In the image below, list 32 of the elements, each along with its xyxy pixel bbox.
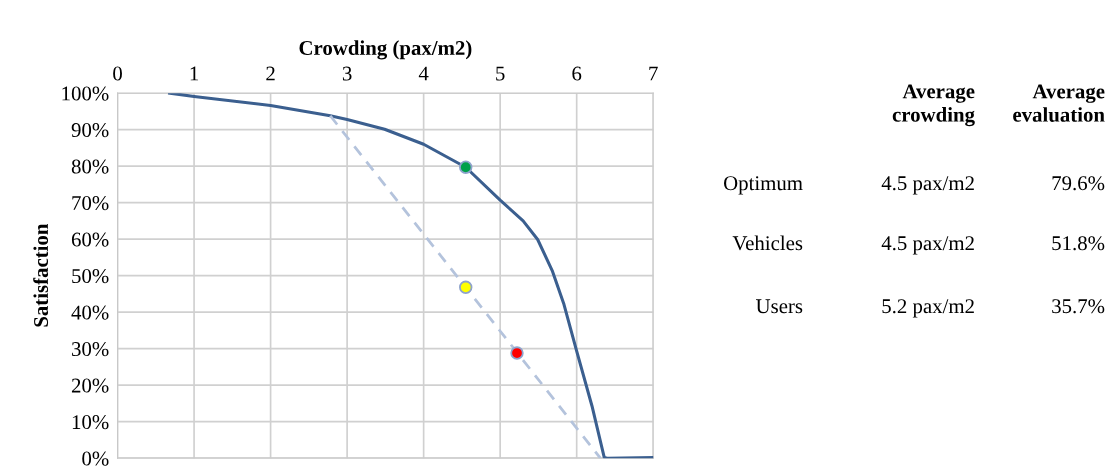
y-tick-label: 30% bbox=[72, 342, 109, 357]
text: Vehicles bbox=[732, 235, 803, 251]
y-tick-label: 10% bbox=[72, 415, 109, 430]
x-tick-label: 1 bbox=[190, 66, 199, 81]
text: 79.6% bbox=[1052, 176, 1105, 191]
y-tick-label: 80% bbox=[71, 159, 109, 174]
x-tick-label: 6 bbox=[572, 66, 582, 81]
y-tick-label: 60% bbox=[71, 232, 109, 247]
text: Optimum bbox=[723, 176, 803, 195]
text: 4.5 pax/m2 bbox=[881, 176, 974, 195]
text: Users bbox=[755, 299, 803, 314]
y-axis-title: Satisfaction bbox=[33, 223, 49, 327]
x-axis-title: Crowding (pax/m2) bbox=[299, 40, 472, 60]
y-tick-label: 50% bbox=[72, 269, 109, 284]
y-tick-label: 40% bbox=[71, 305, 109, 320]
x-tick-label: 5 bbox=[496, 66, 505, 81]
y-tick-label: 70% bbox=[72, 196, 109, 211]
text: 4.5 pax/m2 bbox=[881, 236, 974, 255]
x-tick-label: 2 bbox=[266, 66, 275, 81]
y-tick-label: 0% bbox=[82, 451, 109, 466]
text: Average evaluation bbox=[1013, 84, 1105, 122]
text: 5.2 pax/m2 bbox=[882, 299, 974, 318]
x-tick-label: 7 bbox=[649, 66, 658, 81]
text: 35.7% bbox=[1052, 299, 1105, 314]
x-tick-label: 3 bbox=[342, 66, 352, 81]
y-tick-label: 20% bbox=[71, 378, 109, 393]
x-tick-label: 0 bbox=[113, 66, 122, 81]
y-tick-label: 90% bbox=[71, 123, 109, 138]
text: Average crowding bbox=[892, 84, 975, 127]
y-tick-label: 100% bbox=[62, 86, 109, 101]
x-tick-label: 4 bbox=[418, 66, 429, 81]
text: 51.8% bbox=[1052, 236, 1105, 251]
